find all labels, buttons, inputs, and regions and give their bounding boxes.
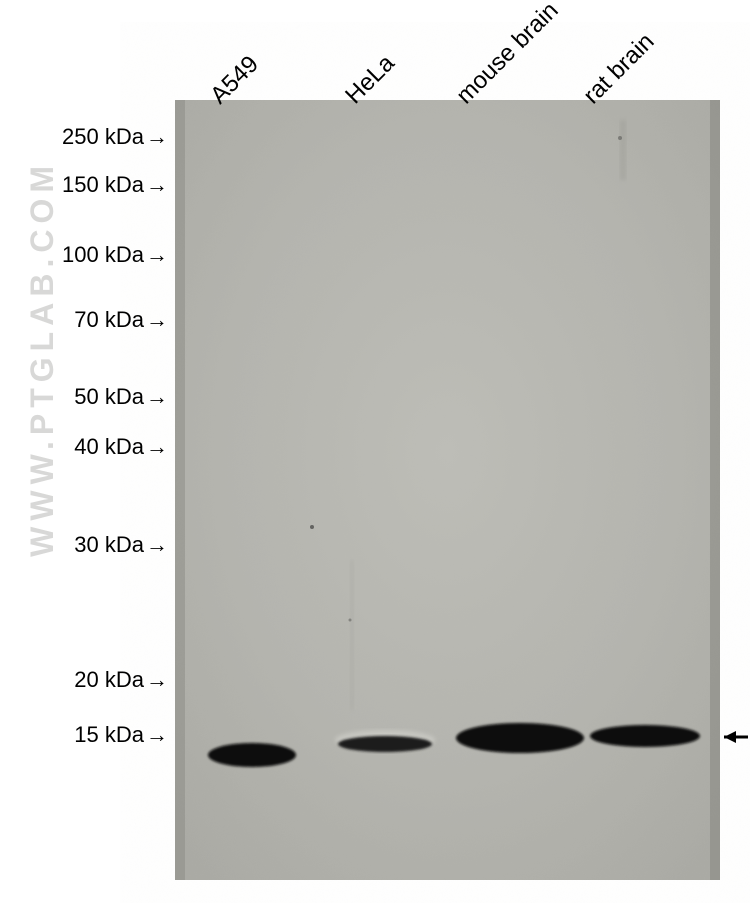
marker-label: 70 kDa→ (74, 307, 168, 333)
marker-text: 20 kDa (74, 667, 144, 693)
arrow-right-icon: → (146, 124, 168, 150)
smear (350, 560, 354, 710)
marker-label: 15 kDa→ (74, 722, 168, 748)
figure-container: WWW.PTGLAB.COM 250 kDa→150 kDa→100 kDa→7… (0, 0, 750, 903)
marker-label: 150 kDa→ (62, 172, 168, 198)
target-arrow (724, 731, 748, 743)
marker-text: 15 kDa (74, 722, 144, 748)
speckle (618, 136, 622, 140)
arrow-right-icon: → (146, 532, 168, 558)
arrow-right-icon: → (146, 242, 168, 268)
smear (620, 120, 626, 180)
speckle (310, 525, 314, 529)
marker-text: 50 kDa (74, 384, 144, 410)
membrane-edge-right (710, 100, 720, 880)
marker-text: 70 kDa (74, 307, 144, 333)
arrow-right-icon: → (146, 722, 168, 748)
marker-label: 100 kDa→ (62, 242, 168, 268)
marker-label: 50 kDa→ (74, 384, 168, 410)
band-a549 (208, 743, 296, 767)
marker-label: 250 kDa→ (62, 124, 168, 150)
marker-text: 30 kDa (74, 532, 144, 558)
band-rat-brain (590, 725, 700, 747)
marker-label: 40 kDa→ (74, 434, 168, 460)
arrow-right-icon: → (146, 172, 168, 198)
arrow-right-icon: → (146, 434, 168, 460)
arrow-right-icon: → (146, 384, 168, 410)
membrane-edge-left (175, 100, 185, 880)
speckle (349, 619, 352, 622)
marker-text: 40 kDa (74, 434, 144, 460)
marker-text: 250 kDa (62, 124, 144, 150)
marker-text: 100 kDa (62, 242, 144, 268)
arrow-right-icon: → (146, 307, 168, 333)
marker-label: 20 kDa→ (74, 667, 168, 693)
arrow-right-icon: → (146, 667, 168, 693)
band-hela (338, 736, 432, 752)
band-mouse-brain (456, 723, 584, 753)
marker-label: 30 kDa→ (74, 532, 168, 558)
watermark: WWW.PTGLAB.COM (24, 160, 61, 557)
marker-text: 150 kDa (62, 172, 144, 198)
